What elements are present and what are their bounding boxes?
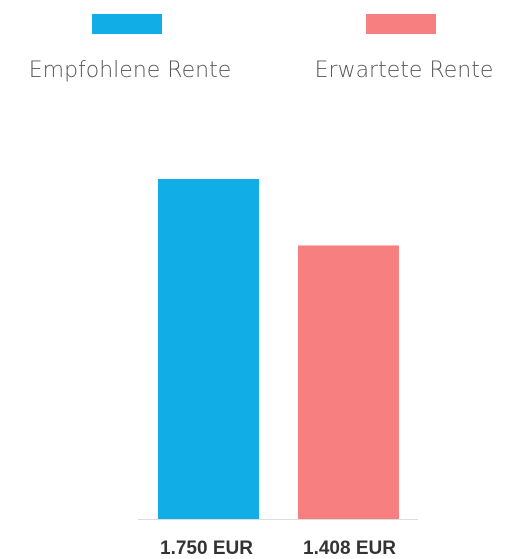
legend-swatch bbox=[366, 14, 436, 34]
value-label: 1.750 EUR bbox=[160, 538, 253, 559]
legend-swatch bbox=[92, 14, 162, 34]
bar bbox=[298, 245, 399, 519]
bar bbox=[158, 179, 259, 519]
value-label: 1.408 EUR bbox=[303, 538, 396, 559]
legend-label: Empfohlene Rente bbox=[29, 58, 232, 83]
legend-label: Erwartete Rente bbox=[315, 58, 494, 83]
